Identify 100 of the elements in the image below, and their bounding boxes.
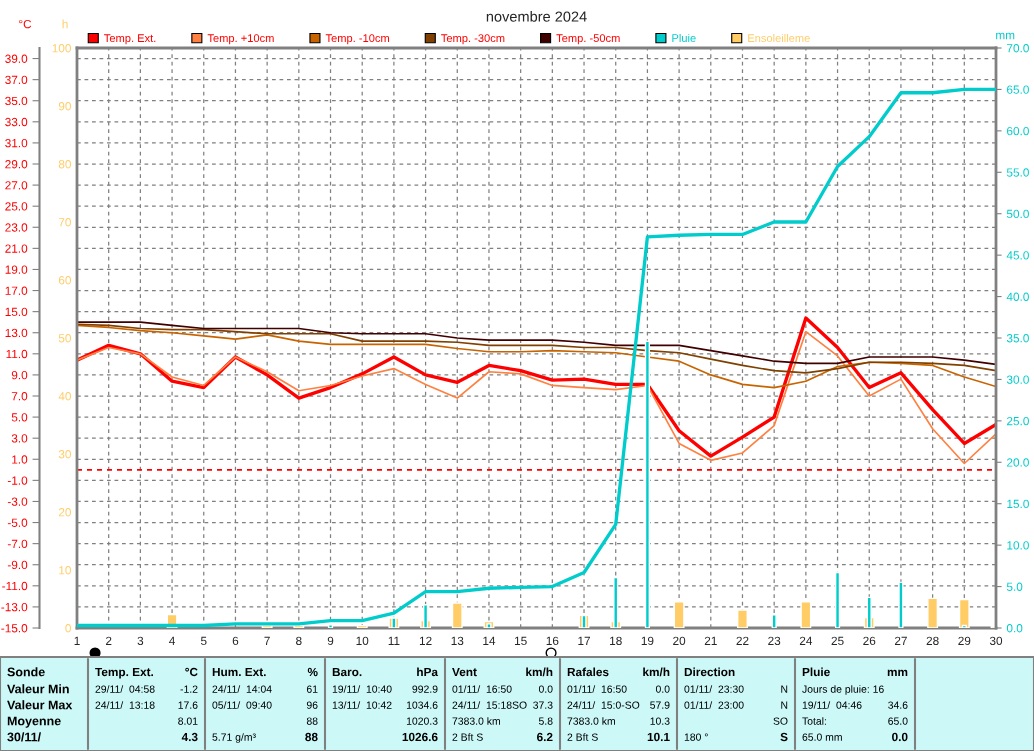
- x-tick-label: 5: [200, 636, 207, 645]
- x-tick-label: 27: [894, 636, 907, 645]
- y-tick-label: 15.0: [5, 307, 28, 317]
- y-tick-label: 31.0: [5, 138, 28, 148]
- x-tick-label: 28: [926, 636, 939, 645]
- y3-tick-label: 30: [58, 450, 71, 459]
- text: 5.8: [538, 717, 553, 725]
- x-tick-label: 18: [610, 636, 622, 645]
- x-tick-label: 17: [578, 636, 591, 645]
- text: Pluie: [802, 667, 830, 677]
- y-tick-label: 35.0: [5, 96, 28, 106]
- y-tick-label: 25.0: [5, 202, 28, 211]
- text: S: [780, 732, 788, 742]
- x-tick-label: 26: [863, 636, 876, 645]
- y2-tick-label: 10.0: [1007, 541, 1029, 550]
- text: Baro.: [332, 667, 362, 677]
- text: 01/11/ 16:50: [567, 685, 627, 693]
- text: 01/11/ 23:00: [684, 701, 744, 709]
- y3-tick-label: 60: [58, 276, 71, 285]
- x-tick-label: 21: [704, 636, 717, 645]
- x-tick-label: 25: [831, 636, 844, 645]
- text: Hum. Ext.: [212, 667, 266, 677]
- text: 5.71 g/m³: [212, 733, 256, 743]
- y-tick-label: 19.0: [5, 265, 28, 274]
- legend-label: Temp. +10cm: [207, 34, 274, 45]
- bar: [834, 571, 841, 628]
- text: km/h: [526, 667, 553, 677]
- y3-tick-label: 40: [58, 392, 71, 401]
- text: 37.3: [533, 701, 553, 709]
- text: 8.01: [178, 717, 198, 725]
- text: Direction: [684, 667, 735, 677]
- text: 0.0: [892, 732, 908, 742]
- text: 24/11/ 15:0-SO: [567, 701, 640, 709]
- x-tick-label: 24: [799, 636, 813, 645]
- y-tick-label: 39.0: [5, 54, 28, 63]
- y3-axis-title: h: [62, 19, 68, 29]
- y-tick-label: -7.0: [7, 539, 28, 549]
- text: 0.0: [655, 685, 670, 693]
- x-tick-label: 4: [169, 636, 176, 645]
- text: 1034.6: [406, 701, 438, 709]
- y2-tick-label: 0.0: [1006, 624, 1023, 633]
- y-tick-label: 3.0: [11, 434, 28, 443]
- text: 2 Bft S: [567, 733, 598, 741]
- x-tick-label: 14: [483, 636, 496, 645]
- text: 180 °: [684, 733, 708, 741]
- y3-tick-label: 90: [58, 102, 71, 111]
- text: %: [307, 667, 318, 677]
- text: km/h: [643, 667, 670, 677]
- y-tick-label: 9.0: [11, 370, 28, 380]
- x-tick-label: 9: [327, 636, 334, 645]
- text: Valeur Max: [7, 700, 73, 710]
- y-tick-label: 11.0: [6, 349, 28, 359]
- text: hPa: [417, 667, 439, 677]
- text: Temp. Ext.: [95, 667, 154, 679]
- text: 7383.0 km: [567, 717, 615, 725]
- y-tick-label: 1.0: [12, 455, 28, 464]
- x-tick-label: 15: [514, 636, 527, 645]
- x-tick-label: 12: [419, 636, 432, 645]
- text: 0.0: [538, 685, 553, 693]
- y-axis-title: °C: [19, 19, 32, 29]
- text: 24/11/ 15:18SO: [452, 701, 527, 709]
- text: 96: [306, 701, 318, 709]
- y2-tick-label: 25.0: [1007, 416, 1029, 426]
- y3-tick-label: 100: [52, 44, 71, 53]
- legend-label: Temp. -30cm: [441, 34, 505, 45]
- text: 1020.3: [406, 717, 438, 725]
- text: 13/11/ 10:42: [332, 701, 392, 709]
- text: -1.2: [180, 685, 198, 693]
- y-tick-label: 13.0: [5, 328, 28, 338]
- text: mm: [887, 669, 908, 677]
- text: Sonde: [7, 667, 45, 677]
- text: 88: [305, 732, 318, 742]
- y3-tick-label: 10: [59, 566, 71, 575]
- y-tick-label: 5.0: [11, 413, 28, 422]
- text: 2 Bft S: [452, 733, 483, 741]
- text: 05/11/ 09:40: [212, 701, 272, 709]
- text: 4.3: [181, 732, 198, 742]
- text: 10.3: [650, 717, 670, 725]
- y2-axis-title: mm: [996, 32, 1015, 40]
- y-tick-label: 29.0: [5, 160, 28, 169]
- y3-tick-label: 20: [58, 508, 71, 517]
- y-tick-label: -5.0: [7, 518, 28, 527]
- y2-tick-label: 35.0: [1006, 334, 1029, 343]
- y2-tick-label: 15.0: [1007, 499, 1029, 509]
- text: 17.6: [178, 701, 198, 709]
- line-series: [77, 324, 996, 389]
- y-tick-label: -3.0: [7, 497, 28, 506]
- y-tick-label: -15.0: [1, 624, 28, 633]
- y-tick-label: 21.0: [5, 244, 28, 253]
- text: 7383.0 km: [452, 717, 500, 725]
- chart-title: novembre 2024: [486, 11, 587, 22]
- bar: [644, 340, 651, 628]
- text: 19/11/ 04:46: [802, 701, 862, 709]
- y3-tick-label: 50: [58, 334, 71, 343]
- bar: [771, 614, 777, 628]
- y2-tick-label: 60.0: [1007, 126, 1029, 136]
- text: °C: [185, 667, 198, 677]
- text: N: [781, 685, 788, 693]
- y2-tick-label: 20.0: [1007, 458, 1029, 467]
- x-tick-label: 19: [641, 636, 654, 645]
